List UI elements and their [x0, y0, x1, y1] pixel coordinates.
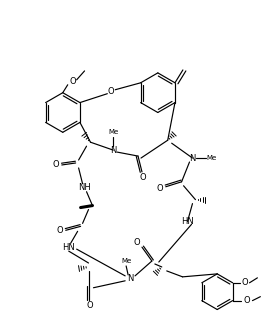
Text: HN: HN: [181, 217, 194, 226]
Text: O: O: [69, 77, 76, 86]
Text: N: N: [127, 274, 133, 283]
Text: N: N: [110, 146, 116, 155]
Text: O: O: [108, 87, 115, 96]
Text: O: O: [241, 278, 248, 287]
Text: O: O: [243, 296, 250, 305]
Text: Me: Me: [206, 155, 216, 161]
Text: O: O: [57, 226, 63, 235]
Text: O: O: [134, 238, 140, 247]
Text: NH: NH: [78, 183, 91, 192]
Text: O: O: [140, 173, 146, 182]
Text: N: N: [189, 153, 196, 162]
Text: Me: Me: [121, 258, 131, 264]
Text: O: O: [86, 301, 93, 310]
Text: O: O: [157, 184, 163, 193]
Text: O: O: [53, 161, 59, 169]
Text: Me: Me: [108, 129, 118, 135]
Text: HN: HN: [62, 243, 75, 252]
